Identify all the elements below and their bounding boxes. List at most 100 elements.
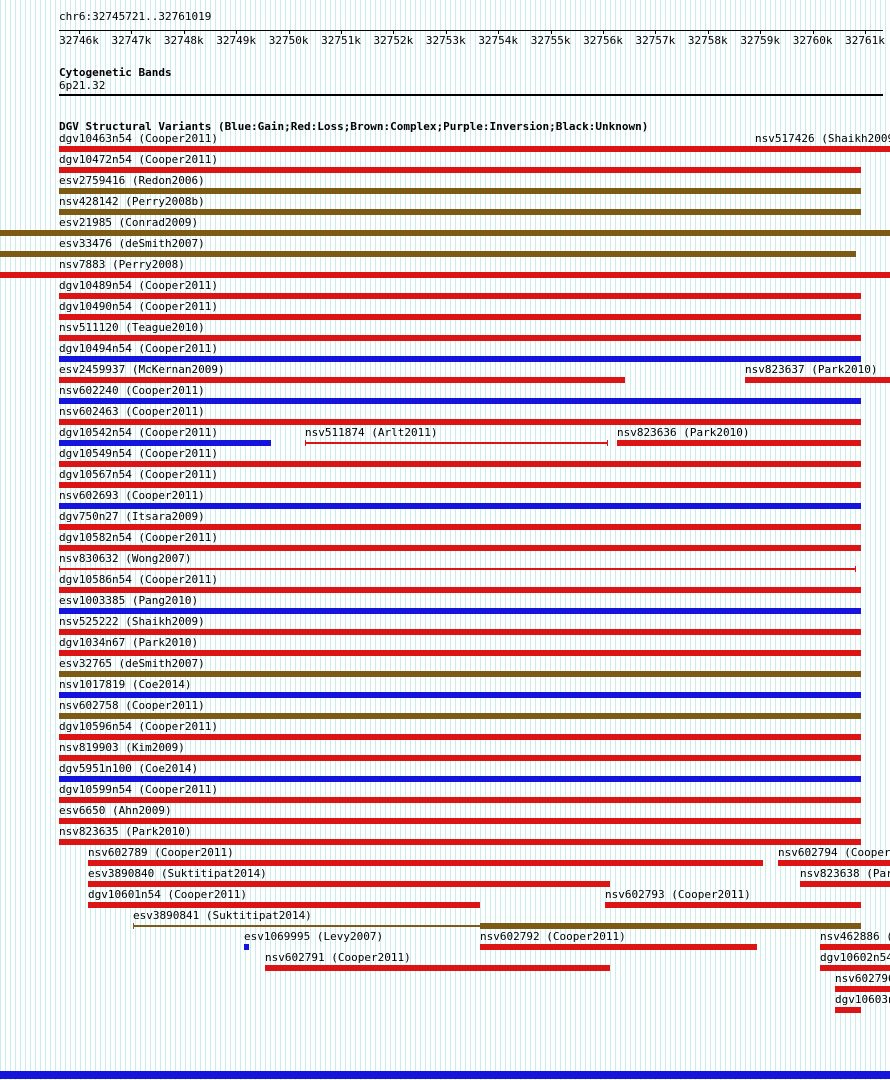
variant-label[interactable]: nsv525222 (Shaikh2009)	[59, 615, 205, 628]
variant-label[interactable]: esv21985 (Conrad2009)	[59, 216, 199, 229]
variant-bar[interactable]	[59, 818, 861, 824]
variant-label[interactable]: dgv10549n54 (Cooper2011)	[59, 447, 218, 460]
variant-label[interactable]: nsv517426 (Shaikh2009)	[755, 132, 890, 145]
variant-label[interactable]: nsv602793 (Cooper2011)	[605, 888, 751, 901]
variant-bar[interactable]	[755, 146, 890, 152]
variant-label[interactable]: dgv10599n54 (Cooper2011)	[59, 783, 218, 796]
variant-bar[interactable]	[835, 1007, 861, 1013]
variant-bar[interactable]	[59, 545, 861, 551]
variant-label[interactable]: dgv10490n54 (Cooper2011)	[59, 300, 218, 313]
variant-label[interactable]: nsv602758 (Cooper2011)	[59, 699, 205, 712]
variant-range-line[interactable]	[133, 925, 481, 927]
variant-bar[interactable]	[59, 356, 861, 362]
variant-bar[interactable]	[59, 482, 861, 488]
variant-label[interactable]: nsv823635 (Park2010)	[59, 825, 192, 838]
variant-bar[interactable]	[59, 377, 625, 383]
variant-label[interactable]: dgv750n27 (Itsara2009)	[59, 510, 205, 523]
variant-bar[interactable]	[605, 902, 861, 908]
variant-label[interactable]: nsv602463 (Cooper2011)	[59, 405, 205, 418]
variant-label[interactable]: esv2759416 (Redon2006)	[59, 174, 205, 187]
variant-label[interactable]: nsv602789 (Cooper2011)	[88, 846, 234, 859]
cytoband-bar[interactable]	[59, 94, 883, 96]
variant-label[interactable]: dgv5951n100 (Coe2014)	[59, 762, 199, 775]
variant-bar[interactable]	[59, 398, 861, 404]
variant-bar[interactable]	[820, 965, 890, 971]
variant-label[interactable]: nsv823636 (Park2010)	[617, 426, 750, 439]
variant-bar[interactable]	[59, 776, 861, 782]
variant-bar[interactable]	[0, 230, 890, 236]
variant-bar[interactable]	[745, 377, 890, 383]
variant-label[interactable]: nsv823637 (Park2010)	[745, 363, 878, 376]
variant-label[interactable]: dgv10596n54 (Cooper2011)	[59, 720, 218, 733]
variant-bar[interactable]	[59, 209, 861, 215]
variant-label[interactable]: esv3890840 (Suktitipat2014)	[88, 867, 267, 880]
variant-bar[interactable]	[59, 419, 861, 425]
variant-bar[interactable]	[59, 755, 861, 761]
variant-bar[interactable]	[88, 860, 763, 866]
variant-bar[interactable]	[59, 692, 861, 698]
variant-bar[interactable]	[59, 314, 861, 320]
variant-label[interactable]: nsv602791 (Cooper2011)	[265, 951, 411, 964]
variant-bar[interactable]	[59, 650, 861, 656]
variant-bar[interactable]	[59, 146, 861, 152]
clipped-variant-bar[interactable]	[0, 1071, 890, 1079]
variant-bar[interactable]	[59, 293, 861, 299]
variant-bar[interactable]	[59, 503, 861, 509]
variant-label[interactable]: esv6650 (Ahn2009)	[59, 804, 172, 817]
variant-label[interactable]: esv3890841 (Suktitipat2014)	[133, 909, 312, 922]
variant-label[interactable]: esv33476 (deSmith2007)	[59, 237, 205, 250]
variant-range-line[interactable]	[305, 442, 608, 444]
variant-label[interactable]: dgv10463n54 (Cooper2011)	[59, 132, 218, 145]
variant-bar[interactable]	[59, 734, 861, 740]
variant-label[interactable]: dgv10601n54 (Cooper2011)	[88, 888, 247, 901]
variant-bar[interactable]	[59, 461, 861, 467]
variant-label[interactable]: dgv10494n54 (Cooper2011)	[59, 342, 218, 355]
variant-bar[interactable]	[778, 860, 890, 866]
variant-label[interactable]: nsv511120 (Teague2010)	[59, 321, 205, 334]
variant-label[interactable]: dgv10603n	[835, 993, 890, 1006]
variant-bar[interactable]	[88, 902, 480, 908]
variant-bar[interactable]	[800, 881, 890, 887]
variant-label[interactable]: nsv819903 (Kim2009)	[59, 741, 185, 754]
variant-label[interactable]: esv1069995 (Levy2007)	[244, 930, 384, 943]
variant-bar[interactable]	[59, 839, 861, 845]
variant-bar[interactable]	[59, 587, 861, 593]
variant-range-line[interactable]	[59, 568, 856, 570]
variant-label[interactable]: esv32765 (deSmith2007)	[59, 657, 205, 670]
variant-label[interactable]: esv2459937 (McKernan2009)	[59, 363, 225, 376]
variant-label[interactable]: nsv428142 (Perry2008b)	[59, 195, 205, 208]
variant-bar[interactable]	[88, 881, 610, 887]
variant-bar[interactable]	[617, 440, 861, 446]
variant-label[interactable]: nsv602794 (Cooper2	[778, 846, 890, 859]
variant-label[interactable]: nsv830632 (Wong2007)	[59, 552, 192, 565]
variant-label[interactable]: dgv10602n54 (	[820, 951, 890, 964]
variant-bar[interactable]	[481, 923, 861, 929]
variant-label[interactable]: dgv1034n67 (Park2010)	[59, 636, 199, 649]
variant-label[interactable]: dgv10586n54 (Cooper2011)	[59, 573, 218, 586]
variant-bar[interactable]	[59, 167, 861, 173]
variant-label[interactable]: esv1003385 (Pang2010)	[59, 594, 199, 607]
variant-label[interactable]: dgv10582n54 (Cooper2011)	[59, 531, 218, 544]
variant-label[interactable]: dgv10542n54 (Cooper2011)	[59, 426, 218, 439]
variant-label[interactable]: nsv511874 (Arlt2011)	[305, 426, 438, 439]
variant-label[interactable]: nsv7883 (Perry2008)	[59, 258, 185, 271]
variant-label[interactable]: nsv602693 (Cooper2011)	[59, 489, 205, 502]
variant-label[interactable]: nsv1017819 (Coe2014)	[59, 678, 192, 691]
variant-bar[interactable]	[820, 944, 890, 950]
variant-bar[interactable]	[59, 713, 861, 719]
variant-bar[interactable]	[59, 440, 271, 446]
variant-bar[interactable]	[244, 944, 249, 950]
variant-bar[interactable]	[59, 797, 861, 803]
variant-bar[interactable]	[59, 524, 861, 530]
variant-bar[interactable]	[59, 608, 861, 614]
variant-bar[interactable]	[59, 629, 861, 635]
variant-label[interactable]: dgv10472n54 (Cooper2011)	[59, 153, 218, 166]
variant-bar[interactable]	[0, 272, 890, 278]
variant-label[interactable]: nsv462886 (	[820, 930, 890, 943]
variant-label[interactable]: nsv823638 (Park	[800, 867, 890, 880]
variant-label[interactable]: dgv10489n54 (Cooper2011)	[59, 279, 218, 292]
variant-bar[interactable]	[835, 986, 890, 992]
variant-bar[interactable]	[59, 188, 861, 194]
variant-label[interactable]: dgv10567n54 (Cooper2011)	[59, 468, 218, 481]
variant-bar[interactable]	[480, 944, 757, 950]
